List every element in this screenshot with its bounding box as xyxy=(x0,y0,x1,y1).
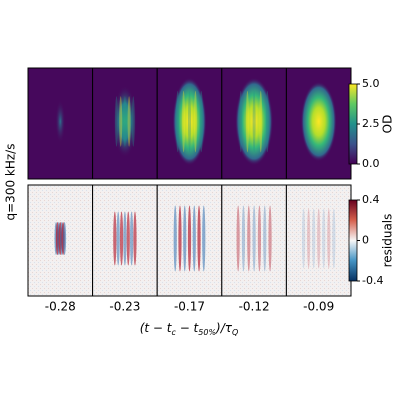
fringe xyxy=(131,96,135,147)
column-label: -0.28 xyxy=(45,300,76,314)
x-axis-label: (t − tc − t50%)/τQ xyxy=(140,321,239,338)
colorbar-tick-label: 0.0 xyxy=(362,157,380,170)
atom-cloud xyxy=(55,99,66,144)
atom-cloud xyxy=(300,81,337,162)
residual-panel xyxy=(286,185,351,296)
column-label: -0.09 xyxy=(303,300,334,314)
residual-panel xyxy=(221,185,287,296)
column-label: -0.17 xyxy=(174,300,205,314)
x-label-part: c xyxy=(171,328,176,337)
x-label-part: − t xyxy=(176,321,200,335)
residual-stripe xyxy=(236,205,240,272)
colorbar-tick-label: 5.0 xyxy=(362,77,380,90)
residual-stripe xyxy=(183,205,187,272)
residual-stripe xyxy=(62,222,67,255)
fringe xyxy=(265,90,269,153)
residual-stripe xyxy=(173,205,177,272)
x-label-part: (t − t xyxy=(140,321,173,335)
colorbar-label: residuals xyxy=(381,214,395,268)
colorbar xyxy=(348,199,358,282)
residual-stripe xyxy=(307,208,311,269)
residual-stripe xyxy=(113,211,117,266)
residual-stripe xyxy=(332,208,336,269)
residual-stripe xyxy=(202,205,206,272)
residual-stripe xyxy=(241,205,246,272)
residual-stripe xyxy=(133,211,137,266)
colorbar-tick-label: -0.4 xyxy=(362,274,383,287)
residual-stripe xyxy=(126,211,130,266)
x-label-part: Q xyxy=(232,328,238,337)
row-label: q=300 kHz/s xyxy=(4,144,18,221)
residual-stripe xyxy=(263,205,267,272)
colorbar-tick-label: 0.4 xyxy=(362,193,380,206)
residual-stripe xyxy=(197,205,201,272)
colorbar-label: OD xyxy=(381,115,395,134)
fringe xyxy=(239,90,243,153)
fringe xyxy=(193,90,197,153)
residual-stripe xyxy=(268,205,272,272)
residual-stripe xyxy=(119,211,124,266)
residual-stripe xyxy=(327,208,331,269)
fringe xyxy=(127,96,131,147)
fringe xyxy=(199,90,203,153)
residual-stripe xyxy=(130,211,134,266)
fringe xyxy=(245,90,249,153)
colorbar-tick-label: 2.5 xyxy=(362,117,380,130)
fringe xyxy=(115,96,118,147)
residual-stripe xyxy=(322,208,326,269)
residual-stripe xyxy=(123,211,127,266)
residual-stripe xyxy=(257,205,262,272)
residual-stripe xyxy=(312,208,316,269)
column-label: -0.23 xyxy=(109,300,140,314)
residual-stripe xyxy=(301,208,306,269)
residual-stripe xyxy=(247,205,251,272)
colorbar xyxy=(348,83,358,165)
residual-stripe xyxy=(252,205,256,272)
colorbar-tick-label: 0 xyxy=(362,234,369,247)
fringe xyxy=(119,96,123,147)
residual-stripe xyxy=(116,211,120,266)
fringe xyxy=(182,90,186,153)
residual-stripe xyxy=(192,205,196,272)
fringe xyxy=(123,96,127,147)
x-label-part: )/τ xyxy=(215,321,233,335)
atom-cloud xyxy=(112,85,137,158)
residual-stripe xyxy=(317,208,321,269)
column-label: -0.12 xyxy=(239,300,270,314)
fringe xyxy=(188,90,191,153)
residual-stripe xyxy=(178,205,182,272)
atom-cloud xyxy=(235,77,274,166)
residual-stripe xyxy=(187,205,192,272)
x-label-part: 50% xyxy=(198,328,216,337)
fringe xyxy=(176,90,180,153)
fringe xyxy=(259,90,263,153)
atom-cloud xyxy=(172,77,207,166)
fringe xyxy=(252,90,256,153)
residual-panel xyxy=(92,185,158,296)
